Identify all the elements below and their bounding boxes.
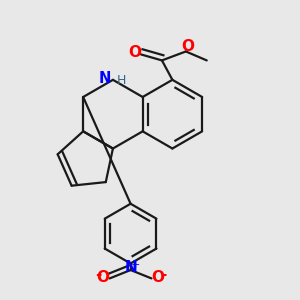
Text: H: H xyxy=(117,74,126,87)
Text: O: O xyxy=(97,270,110,285)
Text: +: + xyxy=(130,260,140,270)
Text: N: N xyxy=(125,260,138,274)
Text: -: - xyxy=(95,267,101,282)
Text: O: O xyxy=(152,270,165,285)
Text: O: O xyxy=(181,39,194,54)
Text: O: O xyxy=(128,46,141,61)
Text: -: - xyxy=(160,267,166,282)
Text: N: N xyxy=(98,70,111,86)
